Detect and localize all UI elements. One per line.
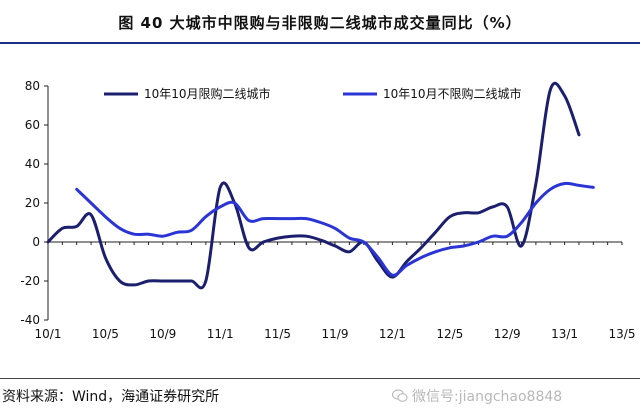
source-note: 资料来源：Wind，海通证券研究所 xyxy=(2,389,220,405)
chart-series xyxy=(46,81,595,290)
series-line-1 xyxy=(46,81,581,290)
line-chart: -40 -20 0 20 40 60 80 10/1 10/5 10/9 11/1 11/5 11/9 1… xyxy=(20,79,635,341)
x-tick-label: 13/1 xyxy=(551,327,578,341)
x-tick-label: 10/9 xyxy=(149,327,176,341)
chart-legend: 10年10月限购二线城市 10年10月不限购二线城市 xyxy=(104,86,522,101)
x-tick-label: 12/1 xyxy=(379,327,406,341)
x-tick-label: 10/1 xyxy=(35,327,62,341)
x-tick-label: 11/5 xyxy=(264,327,291,341)
legend-label-1: 10年10月限购二线城市 xyxy=(144,86,271,101)
title-bar: 图 40 大城市中限购与非限购二线城市成交量同比（%） xyxy=(0,0,640,44)
x-tick-label: 10/5 xyxy=(92,327,119,341)
wechat-icon xyxy=(392,389,408,402)
y-tick-label: 80 xyxy=(25,79,40,93)
x-tick-label: 11/9 xyxy=(322,327,349,341)
x-tick-label: 11/1 xyxy=(207,327,234,341)
y-tick-label: 0 xyxy=(32,235,40,249)
y-tick-label: 60 xyxy=(25,118,40,132)
chart-axes: -40 -20 0 20 40 60 80 10/1 10/5 10/9 11/1 11/5 11/9 1… xyxy=(20,79,635,341)
series-line-2 xyxy=(75,181,595,277)
x-tick-label: 12/9 xyxy=(494,327,521,341)
x-tick-label: 12/5 xyxy=(436,327,463,341)
source-divider xyxy=(0,378,640,379)
legend-label-2: 10年10月不限购二线城市 xyxy=(383,86,522,101)
chart-title: 图 40 大城市中限购与非限购二线城市成交量同比（%） xyxy=(118,14,522,32)
y-tick-label: 40 xyxy=(25,157,40,171)
y-tick-label: -40 xyxy=(20,313,40,327)
y-tick-label: 20 xyxy=(25,196,40,210)
x-tick-label: 13/5 xyxy=(609,327,636,341)
watermark: 微信号:jiangchao8848 xyxy=(392,386,562,406)
y-tick-label: -20 xyxy=(20,274,40,288)
watermark-text: 微信号:jiangchao8848 xyxy=(412,389,563,405)
